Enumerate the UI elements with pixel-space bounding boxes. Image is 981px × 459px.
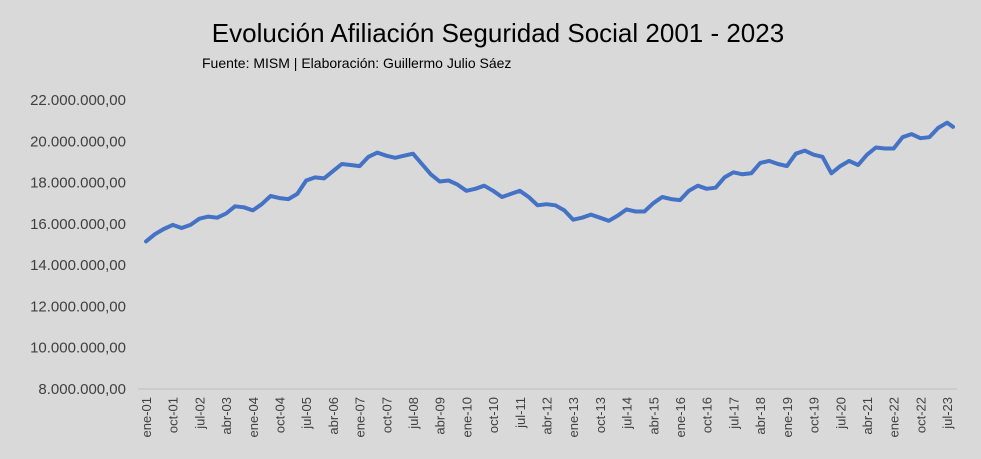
x-tick-label: ene-22 [887,397,902,437]
x-tick-label: ene-07 [353,397,368,437]
x-tick-label: jul-02 [192,397,207,430]
x-tick-label: jul-14 [620,397,635,430]
x-tick-label: abr-03 [219,397,234,435]
x-tick-label: jul-20 [833,397,848,430]
x-tick-label: abr-12 [540,397,555,435]
chart-title: Evolución Afiliación Seguridad Social 20… [211,18,785,48]
x-tick-label: abr-21 [860,397,875,435]
x-tick-label: abr-06 [326,397,341,435]
x-tick-label: ene-01 [139,397,154,437]
x-tick-label: ene-13 [566,397,581,437]
x-tick-label: ene-19 [780,397,795,437]
series-line [144,120,955,244]
x-tick-label: oct-16 [700,397,715,433]
x-tick-label: oct-13 [593,397,608,433]
x-tick-label: jul-23 [940,397,955,430]
x-tick-label: ene-10 [459,397,474,437]
y-tick-label: 10.000.000,00 [30,340,126,357]
x-tick-label: oct-04 [273,397,288,433]
x-tick-label: jul-05 [299,397,314,430]
y-tick-label: 22.000.000,00 [30,92,126,109]
x-tick-label: oct-07 [379,397,394,433]
x-tick-label: abr-09 [433,397,448,435]
chart-subtitle: Fuente: MISM | Elaboración: Guillermo Ju… [202,55,512,71]
x-tick-label: jul-11 [513,397,528,429]
x-tick-label: ene-16 [673,397,688,437]
x-tick-label: oct-19 [807,397,822,433]
y-tick-label: 20.000.000,00 [30,133,126,150]
x-tick-label: jul-08 [406,397,421,430]
x-tick-label: abr-18 [753,397,768,435]
x-tick-label: oct-22 [913,397,928,433]
x-tick-label: oct-10 [486,397,501,433]
x-tick-label: jul-17 [726,397,741,430]
y-tick-label: 18.000.000,00 [30,175,126,192]
y-tick-label: 12.000.000,00 [30,298,126,315]
y-tick-label: 14.000.000,00 [30,257,126,274]
y-tick-label: 8.000.000,00 [38,381,126,398]
x-tick-label: ene-04 [246,397,261,437]
y-tick-label: 16.000.000,00 [30,216,126,233]
x-tick-label: oct-01 [166,397,181,433]
x-tick-label: abr-15 [646,397,661,435]
